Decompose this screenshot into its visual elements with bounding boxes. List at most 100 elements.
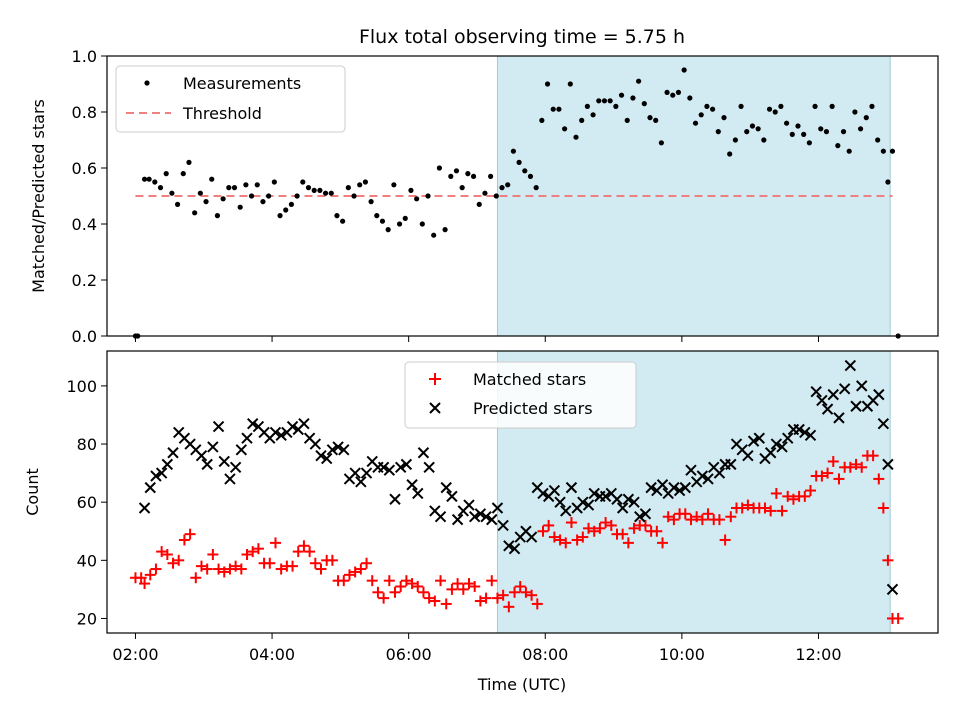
matched-stars-point <box>139 578 151 590</box>
predicted-stars-stroke <box>394 461 407 473</box>
matched-stars-point <box>565 517 577 529</box>
matched-stars-point <box>372 586 384 598</box>
legend-threshold-label: Threshold <box>182 104 262 123</box>
measurement-point <box>277 213 283 219</box>
predicted-stars-point <box>446 490 458 503</box>
matched-stars-point <box>156 546 168 558</box>
measurement-point <box>408 187 414 193</box>
measurement-point <box>328 190 334 196</box>
predicted-stars-point <box>833 412 845 424</box>
measurement-point <box>141 176 148 182</box>
predicted-stars-stroke <box>161 458 174 471</box>
predicted-stars-point <box>235 444 248 456</box>
measurement-point <box>681 67 687 73</box>
matched-stars-point <box>452 578 464 590</box>
bottom-panel: 20 40 60 80 100 02:00 04:00 06:00 08:00 10:00 12:0… <box>23 350 939 694</box>
measurement-point <box>889 148 896 154</box>
measurement-point <box>698 112 704 118</box>
measurement-point <box>493 193 499 199</box>
predicted-stars-stroke <box>588 487 600 500</box>
matched-stars-point <box>651 525 663 537</box>
predicted-stars-stroke <box>377 461 390 473</box>
predicted-stars-point <box>349 467 361 479</box>
predicted-stars-stroke <box>417 447 430 459</box>
predicted-stars-stroke <box>497 519 509 532</box>
measurement-point <box>710 106 716 112</box>
predicted-stars-stroke <box>349 467 361 479</box>
measurement-point <box>607 98 613 104</box>
measurement-point <box>209 176 215 182</box>
predicted-stars-stroke <box>599 490 612 503</box>
measurement-point <box>340 218 346 224</box>
matched-stars-point <box>805 485 817 497</box>
matched-stars-point <box>298 540 310 552</box>
matched-stars-point <box>833 473 845 485</box>
measurement-point <box>727 151 733 157</box>
measurement-point <box>630 95 636 101</box>
predicted-stars-point <box>474 508 487 520</box>
measurement-point <box>419 221 425 227</box>
measurement-point <box>641 101 647 107</box>
predicted-stars-stroke <box>463 499 475 511</box>
bottom-x-tick-label: 12:00 <box>795 645 841 664</box>
measurement-point <box>818 126 824 132</box>
predicted-stars-point <box>286 420 299 433</box>
bottom-y-tick-label: 60 <box>77 493 97 512</box>
predicted-stars-stroke <box>320 452 333 465</box>
matched-stars-point <box>867 450 879 462</box>
predicted-stars-stroke <box>753 432 765 444</box>
measurement-point <box>624 117 630 123</box>
measurement-point <box>732 137 738 143</box>
matched-stars-point <box>457 583 469 595</box>
matched-stars-point <box>782 490 794 502</box>
matched-stars-point <box>696 514 708 526</box>
bottom-x-tick-label: 06:00 <box>386 645 432 664</box>
predicted-stars-stroke <box>383 464 396 476</box>
legend-measurements-marker <box>144 80 150 86</box>
predicted-stars-point <box>315 449 327 462</box>
predicted-stars-stroke <box>645 481 657 494</box>
matched-stars-point <box>366 575 378 587</box>
measurement-point <box>789 131 795 137</box>
measurement-point <box>453 168 460 174</box>
measurement-point <box>875 137 881 143</box>
predicted-stars-stroke <box>793 423 805 436</box>
predicted-stars-stroke <box>355 476 367 488</box>
measurement-point <box>738 103 744 109</box>
matched-stars-point <box>135 572 147 584</box>
predicted-stars-stroke <box>708 461 720 473</box>
matched-stars-point <box>412 580 424 592</box>
measurement-point <box>670 92 676 98</box>
predicted-stars-stroke <box>309 438 322 450</box>
top-y-tick-label: 0.2 <box>72 271 97 290</box>
matched-stars-series <box>129 450 904 624</box>
measurement-point <box>510 148 516 154</box>
measurement-point <box>488 173 494 179</box>
predicted-stars-point <box>873 388 885 401</box>
matched-stars-point <box>787 493 799 505</box>
predicted-stars-point <box>747 435 760 447</box>
predicted-stars-stroke <box>827 388 839 401</box>
predicted-stars-stroke <box>503 540 515 552</box>
predicted-stars-point <box>269 426 282 439</box>
matched-stars-point <box>844 461 856 473</box>
predicted-stars-stroke <box>207 441 219 453</box>
predicted-stars-point <box>218 455 230 468</box>
measurement-point <box>197 190 203 196</box>
matched-stars-point <box>877 502 889 514</box>
predicted-stars-point <box>877 417 890 430</box>
measurement-point <box>271 179 277 185</box>
predicted-stars-point <box>503 540 515 552</box>
measurement-point <box>653 117 659 123</box>
bottom-x-tick-label: 04:00 <box>249 645 295 664</box>
measurement-point <box>801 131 807 137</box>
matched-stars-point <box>873 473 885 485</box>
predicted-stars-stroke <box>702 473 714 485</box>
predicted-stars-point <box>810 385 822 398</box>
matched-stars-point <box>287 560 299 572</box>
predicted-stars-point <box>548 484 561 497</box>
predicted-stars-stroke <box>833 412 845 424</box>
matched-stars-point <box>235 563 247 575</box>
predicted-stars-stroke <box>770 438 783 450</box>
